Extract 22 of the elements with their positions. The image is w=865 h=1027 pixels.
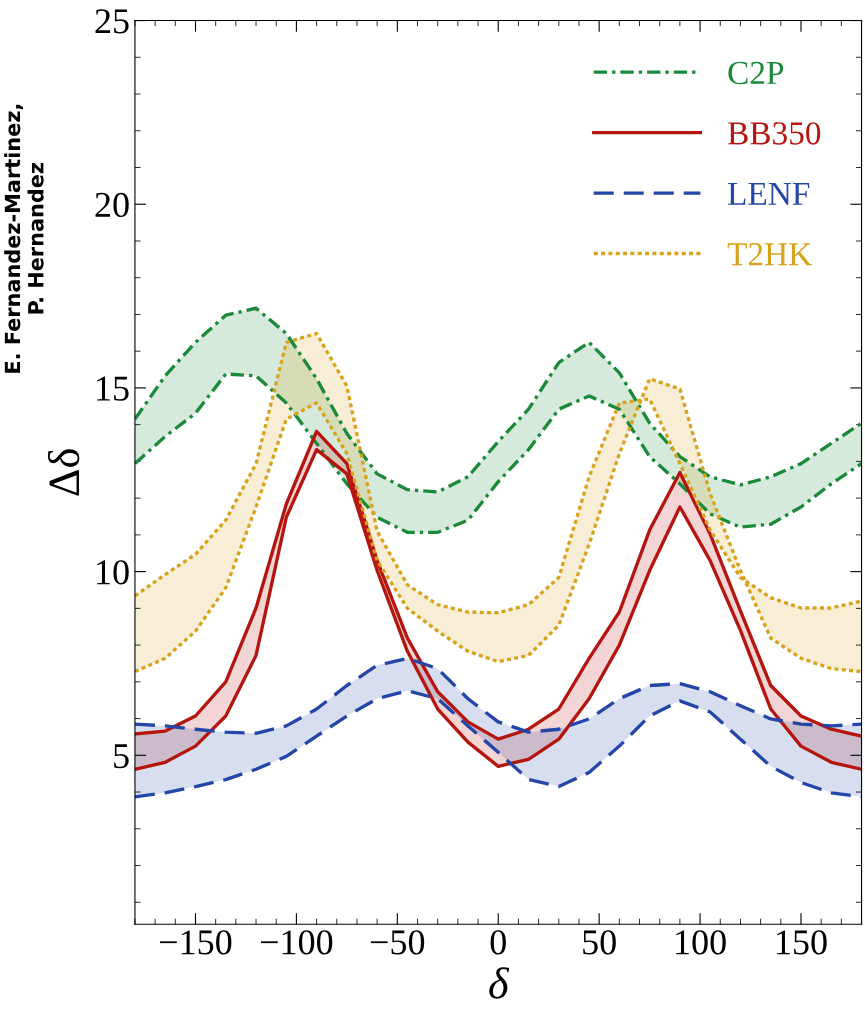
x-tick-label: −150	[160, 930, 232, 955]
line-series	[134, 656, 862, 735]
x-tick-label: 50	[583, 930, 616, 955]
x-tick-label: 0	[490, 930, 506, 955]
legend-label: C2P	[728, 61, 784, 85]
y-tick-label: 15	[97, 376, 129, 401]
line-series	[134, 306, 862, 494]
x-tick-label: −100	[260, 930, 333, 955]
x-tick-label: 150	[777, 930, 827, 955]
y-tick-label: 5	[114, 744, 129, 769]
y-tick-label: 20	[95, 192, 129, 218]
legend-label: BB350	[728, 122, 821, 145]
legend-label: T2HK	[727, 243, 812, 266]
x-axis-title: δ	[489, 967, 510, 999]
legend-label: LENF	[728, 182, 810, 205]
text: E. Fernandez-Martinez, P. Hernandez	[4, 104, 44, 373]
line-series	[134, 372, 862, 534]
y-tick-label: 10	[97, 560, 129, 585]
y-axis-title: Δδ	[47, 449, 80, 496]
y-tick-label: 25	[95, 9, 129, 34]
x-tick-label: −50	[370, 930, 425, 955]
x-tick-label: 100	[676, 930, 726, 955]
